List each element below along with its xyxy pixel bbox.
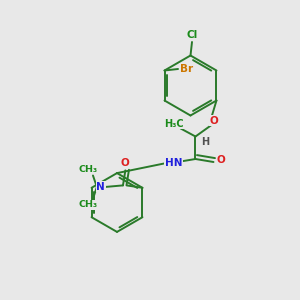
Text: CH₃: CH₃ [78,200,98,209]
Text: Br: Br [180,64,193,74]
Text: CH₃: CH₃ [78,165,98,174]
Text: H₃C: H₃C [164,118,183,129]
Text: O: O [121,158,130,168]
Text: Cl: Cl [186,30,198,40]
Text: O: O [217,154,225,165]
Text: HN: HN [164,158,182,168]
Text: N: N [96,182,105,192]
Text: H: H [201,137,209,147]
Text: O: O [209,116,218,126]
